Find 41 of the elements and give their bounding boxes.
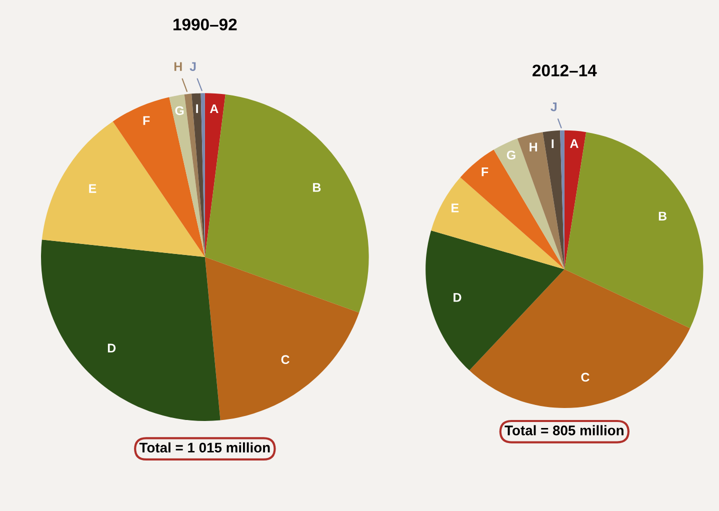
slice-label: I xyxy=(196,104,198,113)
pie-slice xyxy=(426,230,564,370)
pie-slice xyxy=(204,93,226,258)
slice-label: A xyxy=(210,104,218,114)
slice-label: J xyxy=(190,62,196,71)
pie-slice xyxy=(469,269,690,408)
pie-slice xyxy=(431,177,564,270)
slice-label: A xyxy=(570,139,578,148)
pie-slice xyxy=(184,94,205,258)
chart-title: 2012–14 xyxy=(532,64,597,76)
pie-slice xyxy=(112,97,205,258)
pie-slice xyxy=(564,130,586,270)
pie-slice xyxy=(41,240,220,421)
slice-label: E xyxy=(452,204,459,212)
slice-label: G xyxy=(175,106,184,116)
slice-label: B xyxy=(313,183,321,192)
slice-label: H xyxy=(530,142,538,152)
slice-label: G xyxy=(506,150,516,160)
slice-label: C xyxy=(581,372,590,382)
pie-slice xyxy=(204,257,360,420)
pie-slice xyxy=(192,93,205,258)
slice-label: B xyxy=(658,212,667,220)
pie-slice xyxy=(542,130,564,270)
pie-slice xyxy=(460,150,564,270)
pie-slice xyxy=(517,132,564,270)
pie-slice xyxy=(494,138,564,270)
chart-title: 1990–92 xyxy=(174,18,237,30)
text: Total = 805 million xyxy=(504,425,624,436)
slice-label: F xyxy=(143,116,150,125)
slice-label: H xyxy=(174,62,182,71)
pie-slice xyxy=(204,94,369,313)
slice-label: I xyxy=(552,139,554,148)
pie-slice xyxy=(564,132,704,328)
slice-label: E xyxy=(89,184,96,193)
pie-slice xyxy=(169,94,205,258)
slice-label: C xyxy=(281,355,290,364)
slice-label: D xyxy=(454,293,462,302)
text: Total = 1 015 million xyxy=(139,442,270,453)
slice-label: D xyxy=(108,344,116,352)
slice-label: F xyxy=(482,168,488,176)
slice-label: J xyxy=(550,102,557,112)
